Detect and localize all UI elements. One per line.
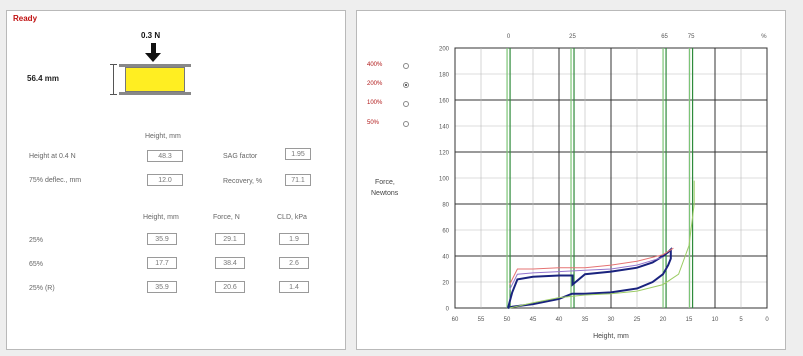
radio-200[interactable]	[403, 82, 409, 88]
row-65-height-field[interactable]: 17.7	[147, 257, 177, 269]
row-label-65: 65%	[29, 261, 44, 268]
x-tick-label: 45	[530, 317, 537, 323]
x-tick-label: 55	[478, 317, 485, 323]
dimension-cap-bottom	[110, 94, 117, 95]
legend-label-50: 50%	[367, 120, 380, 126]
dimension-cap-top	[110, 64, 117, 65]
row-25-cld-field[interactable]: 1.9	[279, 233, 309, 245]
top-marker-label: %	[761, 34, 767, 40]
table-header-cld: CLD, kPa	[277, 214, 307, 221]
y-tick-label: 180	[439, 73, 450, 79]
x-tick-label: 60	[452, 317, 459, 323]
sample-height-label: 56.4 mm	[27, 74, 60, 83]
x-tick-label: 30	[608, 317, 615, 323]
y-tick-label: 140	[439, 125, 450, 131]
x-tick-label: 5	[739, 317, 743, 323]
x-tick-label: 20	[660, 317, 667, 323]
legend-label-100: 100%	[367, 100, 383, 106]
status-text: Ready	[13, 14, 38, 23]
x-tick-label: 40	[556, 317, 563, 323]
legend-label-200: 200%	[367, 81, 383, 87]
y-tick-label: 200	[439, 47, 450, 53]
top-marker-label: 65	[661, 34, 668, 40]
height-at-field[interactable]: 48.3	[147, 150, 183, 162]
row-65-force-field[interactable]: 38.4	[215, 257, 245, 269]
y-tick-label: 80	[442, 203, 449, 209]
row-25r-force-field[interactable]: 20.6	[215, 281, 245, 293]
height-column-header: Height, mm	[145, 133, 181, 140]
legend-label-400: 400%	[367, 62, 383, 68]
dimension-line	[113, 64, 114, 95]
x-axis-label: Height, mm	[593, 333, 629, 340]
force-arrow-head-icon	[145, 53, 161, 62]
row-label-25r: 25% (R)	[29, 285, 55, 292]
radio-50[interactable]	[403, 121, 409, 127]
y-tick-label: 160	[439, 99, 450, 105]
top-marker-label: 75	[688, 34, 695, 40]
force-arrow-icon	[151, 43, 156, 54]
row-25-height-field[interactable]: 35.9	[147, 233, 177, 245]
x-tick-label: 0	[765, 317, 769, 323]
top-marker-label: 25	[569, 34, 576, 40]
y-axis-label-line1: Force,	[375, 179, 395, 186]
table-header-height: Height, mm	[143, 214, 179, 221]
series-line-2	[509, 256, 664, 291]
radio-100[interactable]	[403, 101, 409, 107]
y-tick-label: 100	[439, 177, 450, 183]
y-axis-label-line2: Newtons	[371, 190, 399, 197]
recovery-field[interactable]: 71.1	[285, 174, 311, 186]
sag-factor-label: SAG factor	[223, 153, 258, 160]
bottom-plate	[119, 92, 191, 95]
top-plate	[119, 64, 191, 67]
x-tick-label: 10	[712, 317, 719, 323]
row-65-cld-field[interactable]: 2.6	[279, 257, 309, 269]
recovery-label: Recovery, %	[223, 178, 263, 185]
y-tick-label: 20	[442, 281, 449, 287]
x-tick-label: 25	[634, 317, 641, 323]
series-line-3	[509, 180, 695, 309]
row-25r-cld-field[interactable]: 1.4	[279, 281, 309, 293]
row-25-force-field[interactable]: 29.1	[215, 233, 245, 245]
sag-factor-field[interactable]: 1.95	[285, 148, 311, 160]
radio-400[interactable]	[403, 63, 409, 69]
x-tick-label: 35	[582, 317, 589, 323]
results-panel: Ready 0.3 N 56.4 mm Height, mm Height at…	[6, 10, 346, 350]
series-line-1	[509, 247, 674, 285]
deflection-field[interactable]: 12.0	[147, 174, 183, 186]
y-tick-label: 40	[442, 255, 449, 261]
chart-panel: 400% 200% 100% 50% Force, Newtons 0 20 40 6…	[356, 10, 786, 350]
table-header-force: Force, N	[213, 214, 240, 221]
top-marker-label: 0	[507, 34, 511, 40]
applied-force-label: 0.3 N	[141, 31, 161, 40]
row-25r-height-field[interactable]: 35.9	[147, 281, 177, 293]
height-at-label: Height at 0.4 N	[29, 153, 76, 160]
x-tick-label: 50	[504, 317, 511, 323]
y-tick-label: 0	[446, 307, 450, 313]
foam-sample	[125, 67, 185, 92]
y-tick-label: 60	[442, 229, 449, 235]
deflection-label: 75% deflec., mm	[29, 177, 82, 184]
x-tick-label: 15	[686, 317, 693, 323]
row-label-25: 25%	[29, 237, 44, 244]
y-tick-label: 120	[439, 151, 450, 157]
